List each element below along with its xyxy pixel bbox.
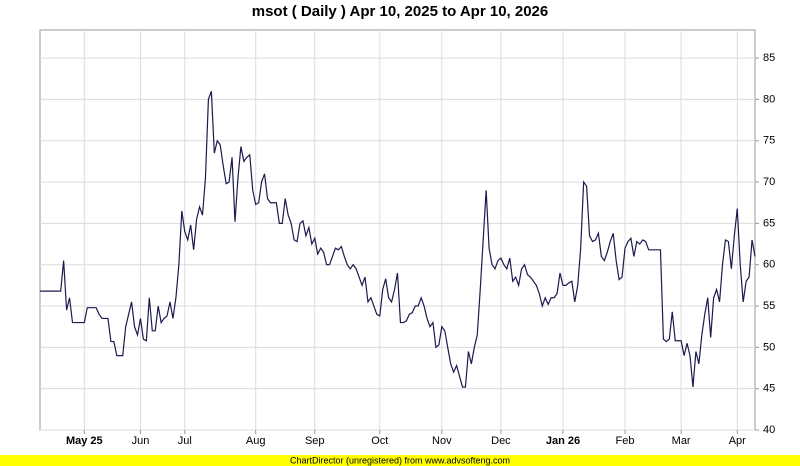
y-tick-label: 50: [763, 341, 775, 353]
x-tick-label: Feb: [616, 435, 635, 447]
footer-text: ChartDirector (unregistered) from www.ad…: [290, 455, 510, 465]
y-tick-label: 75: [763, 135, 775, 147]
x-tick-label: Jun: [132, 435, 150, 447]
plot-area: [39, 29, 756, 431]
y-tick-label: 80: [763, 93, 775, 105]
x-tick-label: Jan 26: [546, 435, 580, 447]
y-tick-label: 60: [763, 259, 775, 271]
x-tick-label: Oct: [371, 435, 388, 447]
x-tick-label: Nov: [432, 435, 452, 447]
price-line: [40, 90, 756, 388]
y-tick-label: 55: [763, 300, 775, 312]
x-tick-label: Sep: [305, 435, 325, 447]
y-tick-label: 65: [763, 217, 775, 229]
chart-title: msot ( Daily ) Apr 10, 2025 to Apr 10, 2…: [252, 3, 549, 20]
x-tick-label: Dec: [491, 435, 511, 447]
y-tick-label: 45: [763, 383, 775, 395]
x-tick-label: Mar: [672, 435, 691, 447]
x-tick-label: Aug: [246, 435, 266, 447]
x-tick-label: May 25: [66, 435, 103, 447]
x-tick-label: Jul: [178, 435, 192, 447]
y-tick-label: 40: [763, 424, 775, 436]
y-tick-label: 70: [763, 176, 775, 188]
footer-bar: [0, 455, 800, 466]
y-tick-label: 85: [763, 52, 775, 64]
x-tick-label: Apr: [729, 435, 746, 447]
